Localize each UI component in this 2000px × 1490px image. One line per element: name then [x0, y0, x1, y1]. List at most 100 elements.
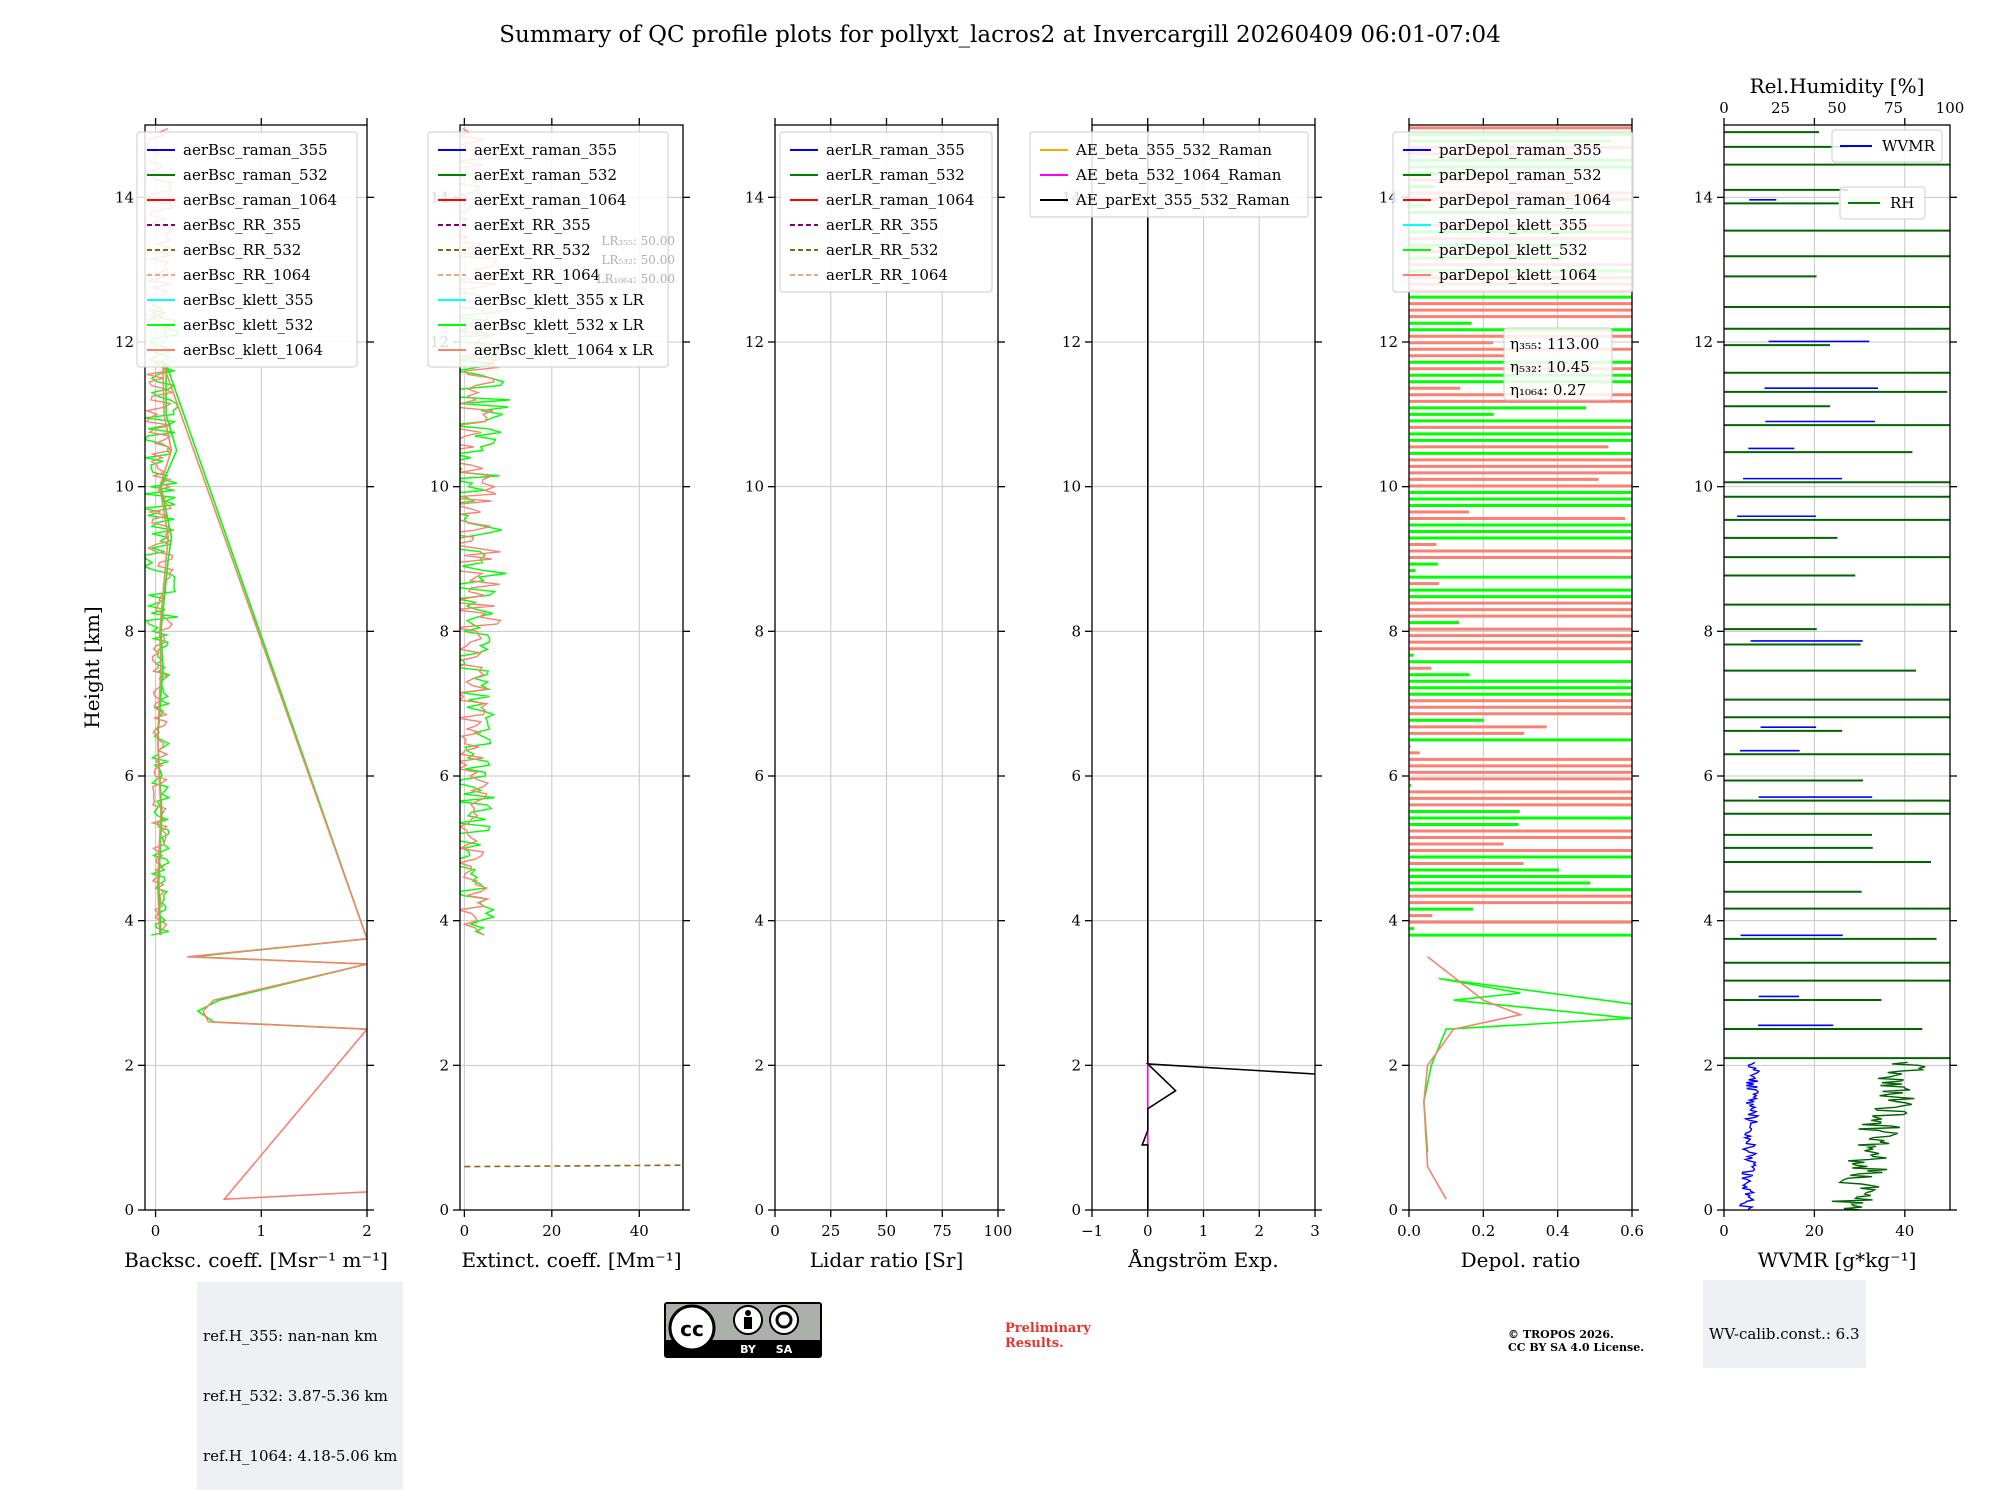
reference-height-note: ref.H_355: nan-nan km ref.H_532: 3.87-5.… — [197, 1282, 404, 1490]
cc-icon — [668, 1304, 716, 1352]
legend-entry: aerLR_raman_1064 — [826, 191, 974, 209]
x-tick-label: 0.2 — [1471, 1222, 1495, 1240]
y-tick-label: 12 — [1062, 333, 1081, 351]
x-tick-label: 0 — [151, 1222, 161, 1240]
legend-entry: RH — [1890, 194, 1914, 212]
y-tick-label: 10 — [1379, 478, 1398, 496]
sa-icon — [769, 1305, 799, 1335]
legend-entry: aerBsc_klett_532 — [183, 316, 314, 334]
x-tick-label: 25 — [821, 1222, 840, 1240]
legend-entry: parDepol_klett_1064 — [1439, 266, 1597, 284]
x-tick-label: 2 — [362, 1222, 372, 1240]
x-tick-label: 3 — [1310, 1222, 1320, 1240]
copyright-line-2: CC BY SA 4.0 License. — [1508, 1341, 1645, 1354]
y-tick-label: 4 — [124, 912, 134, 930]
y-tick-label: 10 — [430, 478, 449, 496]
preliminary-results: Preliminary Results. — [1005, 1321, 1091, 1351]
x-tick-label: 0.6 — [1620, 1222, 1644, 1240]
ref-h-532: ref.H_532: 3.87-5.36 km — [203, 1387, 388, 1405]
data-traces — [1724, 131, 1950, 1210]
legend-entry: aerExt_raman_355 — [474, 141, 617, 159]
series-aerExt_RR_532 — [464, 1164, 683, 1168]
legend-entry: aerExt_RR_355 — [474, 216, 591, 234]
y-tick-label: 8 — [439, 622, 449, 640]
y-tick-label: 0 — [1071, 1201, 1081, 1219]
y-tick-label: 0 — [1703, 1201, 1713, 1219]
x-tick-label: 100 — [984, 1222, 1013, 1240]
secondary-tick-label: 75 — [1884, 99, 1903, 117]
legend-box — [1839, 186, 1926, 220]
eta-label: η₁₀₆₄: 0.27 — [1510, 381, 1586, 399]
copyright-line-1: © TROPOS 2026. — [1508, 1328, 1614, 1341]
cc-text: cc — [680, 1317, 704, 1341]
y-tick-label: 2 — [1071, 1056, 1081, 1074]
ref-h-1064: ref.H_1064: 4.18-5.06 km — [203, 1447, 398, 1465]
axes-frame — [1408, 124, 1633, 1211]
rh-line — [1831, 1061, 1926, 1210]
y-tick-label: 8 — [754, 622, 764, 640]
secondary-axis-label: Rel.Humidity [%] — [1750, 74, 1925, 98]
eta-label: η₅₃₂: 10.45 — [1510, 358, 1590, 376]
wv-calib-note: WV-calib.const.: 6.3 — [1703, 1280, 1866, 1368]
legend-entry: aerBsc_klett_1064 x LR — [474, 341, 654, 359]
figure-title: Summary of QC profile plots for pollyxt_… — [499, 22, 1500, 48]
y-tick-label: 6 — [1703, 767, 1713, 785]
y-tick-label: 0 — [124, 1201, 134, 1219]
legend-entry: aerBsc_RR_532 — [183, 241, 301, 259]
legend-box — [1392, 131, 1634, 293]
legend-entry: aerLR_RR_532 — [826, 241, 938, 259]
qc-profile-figure: Summary of QC profile plots for pollyxt_… — [80, 22, 1964, 1272]
legend-entry: parDepol_raman_355 — [1439, 141, 1602, 159]
series-parDepol_klett_532 — [1423, 977, 1632, 1153]
x-axis-label: Ångström Exp. — [1127, 1247, 1278, 1272]
legend-entry: aerExt_RR_532 — [474, 241, 591, 259]
x-axis-label: WVMR [g*kg⁻¹] — [1758, 1248, 1917, 1272]
x-tick-label: 50 — [877, 1222, 896, 1240]
eta-label: η₃₅₅: 113.00 — [1510, 335, 1599, 353]
y-tick-label: 10 — [1694, 478, 1713, 496]
y-tick-label: 6 — [124, 767, 134, 785]
legend-box — [779, 131, 993, 293]
legend-entry: AE_beta_355_532_Raman — [1075, 141, 1272, 159]
secondary-tick-label: 100 — [1936, 99, 1965, 117]
y-tick-label: 0 — [1388, 1201, 1398, 1219]
panel-extinction: 0204002468101214Extinct. coeff. [Mm⁻¹]ae… — [427, 118, 690, 1272]
copyright-notice: © TROPOS 2026. CC BY SA 4.0 License. — [1508, 1328, 1644, 1354]
legend-entry: aerBsc_klett_355 — [183, 291, 314, 309]
y-tick-label: 12 — [1379, 333, 1398, 351]
y-tick-label: 12 — [115, 333, 134, 351]
series-aerBsc_klett_1064 — [156, 363, 367, 1201]
y-tick-label: 8 — [1071, 622, 1081, 640]
x-tick-label: 20 — [542, 1222, 561, 1240]
y-tick-label: 10 — [1062, 478, 1081, 496]
legend-entry: aerBsc_raman_1064 — [183, 191, 337, 209]
y-tick-label: 2 — [1388, 1056, 1398, 1074]
x-tick-label: 0.4 — [1546, 1222, 1570, 1240]
legend-entry: parDepol_klett_355 — [1439, 216, 1588, 234]
legend-entry: aerExt_raman_532 — [474, 166, 617, 184]
legend-entry: aerLR_RR_1064 — [826, 266, 948, 284]
wvmr-line — [1738, 1061, 1761, 1210]
x-tick-label: 40 — [630, 1222, 649, 1240]
legend-box — [427, 131, 669, 368]
y-tick-label: 4 — [1703, 912, 1713, 930]
x-axis-label: Lidar ratio [Sr] — [810, 1248, 964, 1272]
x-tick-label: 0 — [460, 1222, 470, 1240]
y-tick-label: 14 — [115, 188, 134, 206]
y-tick-label: 6 — [1388, 767, 1398, 785]
legend-entry: aerLR_RR_355 — [826, 216, 938, 234]
axes-frame — [459, 124, 684, 1211]
x-tick-label: 20 — [1805, 1222, 1824, 1240]
eta-box — [1503, 327, 1613, 401]
x-tick-label: 0.0 — [1397, 1222, 1421, 1240]
legend-box — [1831, 129, 1943, 163]
legend-entry: aerBsc_klett_532 x LR — [474, 316, 645, 334]
y-tick-label: 2 — [754, 1056, 764, 1074]
legend-entry: aerBsc_raman_532 — [183, 166, 328, 184]
y-tick-label: 0 — [754, 1201, 764, 1219]
y-tick-label: 10 — [115, 478, 134, 496]
y-tick-label: 8 — [1388, 622, 1398, 640]
